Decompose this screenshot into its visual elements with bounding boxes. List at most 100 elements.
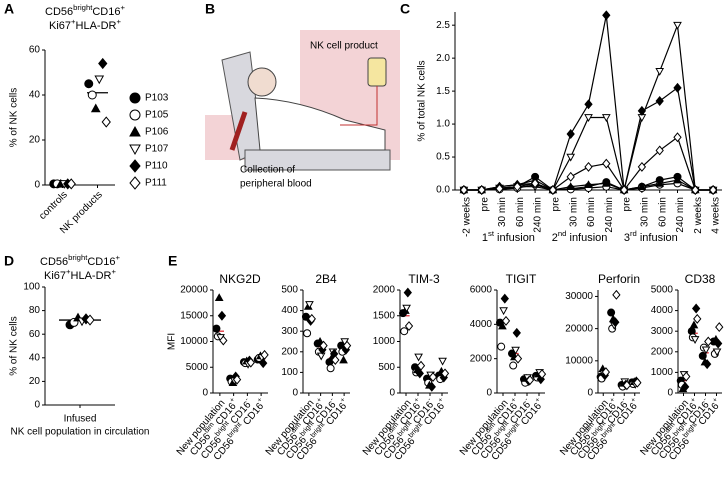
- data-point: [428, 372, 438, 383]
- y-tick-label: 2000: [373, 285, 396, 296]
- y-tick-label: 0.5: [436, 152, 450, 163]
- data-point: [691, 303, 701, 314]
- data-point: [217, 310, 227, 321]
- label: Ki67+HLA-DR+: [49, 17, 121, 32]
- label-part: -: [523, 396, 530, 403]
- y-tick-label: 5000: [651, 285, 674, 296]
- y-tick-label: 400: [281, 305, 298, 316]
- y-tick-label: 1.5: [436, 86, 450, 97]
- data-point: [601, 178, 611, 187]
- data-point: [548, 185, 558, 195]
- label-part: infusion: [637, 232, 678, 244]
- label-part: HLA-DR: [76, 20, 117, 32]
- y-tick-label: 0.0: [436, 185, 450, 196]
- label-part: +: [66, 267, 71, 276]
- legend-marker: [129, 144, 141, 156]
- y-axis-label: % of NK cells: [9, 316, 20, 375]
- y-tick-label: 60: [29, 329, 41, 340]
- x-tick-label: pre: [479, 197, 490, 212]
- data-point: [305, 301, 314, 309]
- legend-label: P105: [145, 110, 169, 121]
- x-tick-label: 30 min: [497, 197, 508, 227]
- label: CD38: [685, 272, 716, 286]
- label-part: +: [437, 397, 445, 405]
- label-part: +: [609, 397, 617, 405]
- data-point: [622, 380, 632, 391]
- arm: [229, 111, 248, 151]
- data-point: [637, 182, 647, 191]
- legend-marker: [129, 125, 141, 137]
- label-part: +: [534, 397, 542, 405]
- data-point: [501, 315, 511, 326]
- label-part: +: [120, 3, 125, 12]
- y-tick-label: 100: [281, 367, 298, 378]
- data-point: [673, 82, 682, 93]
- data-point: [701, 346, 711, 355]
- data-point: [499, 307, 508, 316]
- data-point: [404, 321, 414, 332]
- label-part: -: [329, 396, 336, 403]
- y-tick-label: 60: [29, 45, 41, 56]
- data-point: [246, 357, 255, 368]
- y-tick-label: 20000: [565, 323, 593, 334]
- data-point: [584, 180, 593, 189]
- y-tick-label: 10000: [180, 336, 208, 347]
- y-tick-label: 40: [29, 352, 41, 363]
- x-tick-label: 60 min: [657, 197, 668, 227]
- data-point: [673, 21, 682, 30]
- legend-marker: [129, 176, 141, 190]
- label-part: bright: [68, 253, 88, 262]
- data-point: [619, 185, 629, 195]
- data-point: [637, 161, 647, 172]
- data-point: [693, 313, 702, 324]
- label-part: infusion: [566, 232, 607, 244]
- data-point: [708, 185, 718, 195]
- y-tick-label: 15000: [180, 310, 208, 321]
- y-tick-label: 100: [23, 282, 40, 293]
- x-tick-label: -2 weeks: [462, 197, 473, 237]
- data-point: [530, 178, 540, 189]
- y-tick-label: 0: [292, 388, 298, 399]
- data-point: [702, 359, 712, 370]
- data-point: [459, 185, 469, 195]
- data-point: [414, 353, 423, 362]
- data-point: [566, 182, 576, 191]
- label-part: +: [316, 397, 324, 405]
- panel-letter: D: [4, 253, 14, 269]
- data-point: [511, 346, 520, 355]
- data-point: [633, 377, 642, 388]
- data-point: [500, 293, 509, 304]
- y-tick-label: 0: [34, 180, 40, 191]
- data-point: [84, 79, 94, 89]
- label-part: CD56: [40, 256, 68, 268]
- data-point: [307, 313, 316, 324]
- data-point: [704, 336, 713, 347]
- legend-marker: [129, 92, 141, 104]
- data-point: [326, 364, 335, 373]
- label-part: bright: [73, 3, 93, 12]
- y-tick-label: 6000: [470, 285, 493, 296]
- label: TIM-3: [408, 272, 440, 286]
- x-tick-label: 60 min: [586, 197, 597, 227]
- y-tick-label: 20: [29, 376, 41, 387]
- label-part: +: [630, 397, 638, 405]
- legend-marker: [129, 109, 141, 121]
- x-tick-label: pre: [551, 197, 562, 212]
- y-tick-label: 3000: [651, 326, 674, 337]
- label: CD56brightCD16+: [40, 253, 120, 268]
- label-part: +: [71, 17, 76, 26]
- label-part: CD38: [685, 272, 716, 286]
- data-point: [584, 161, 593, 172]
- data-point: [655, 178, 665, 187]
- data-point: [319, 340, 328, 351]
- label: NKG2D: [219, 272, 261, 286]
- data-point: [584, 114, 593, 123]
- data-point: [584, 99, 593, 110]
- data-point: [497, 342, 506, 351]
- label-part: +: [115, 253, 120, 262]
- label-part: st: [488, 229, 495, 238]
- x-tick-label: 240 min: [604, 197, 615, 233]
- data-point: [85, 314, 95, 326]
- y-tick-label: 40: [29, 90, 41, 101]
- y-tick-label: 1000: [373, 336, 396, 347]
